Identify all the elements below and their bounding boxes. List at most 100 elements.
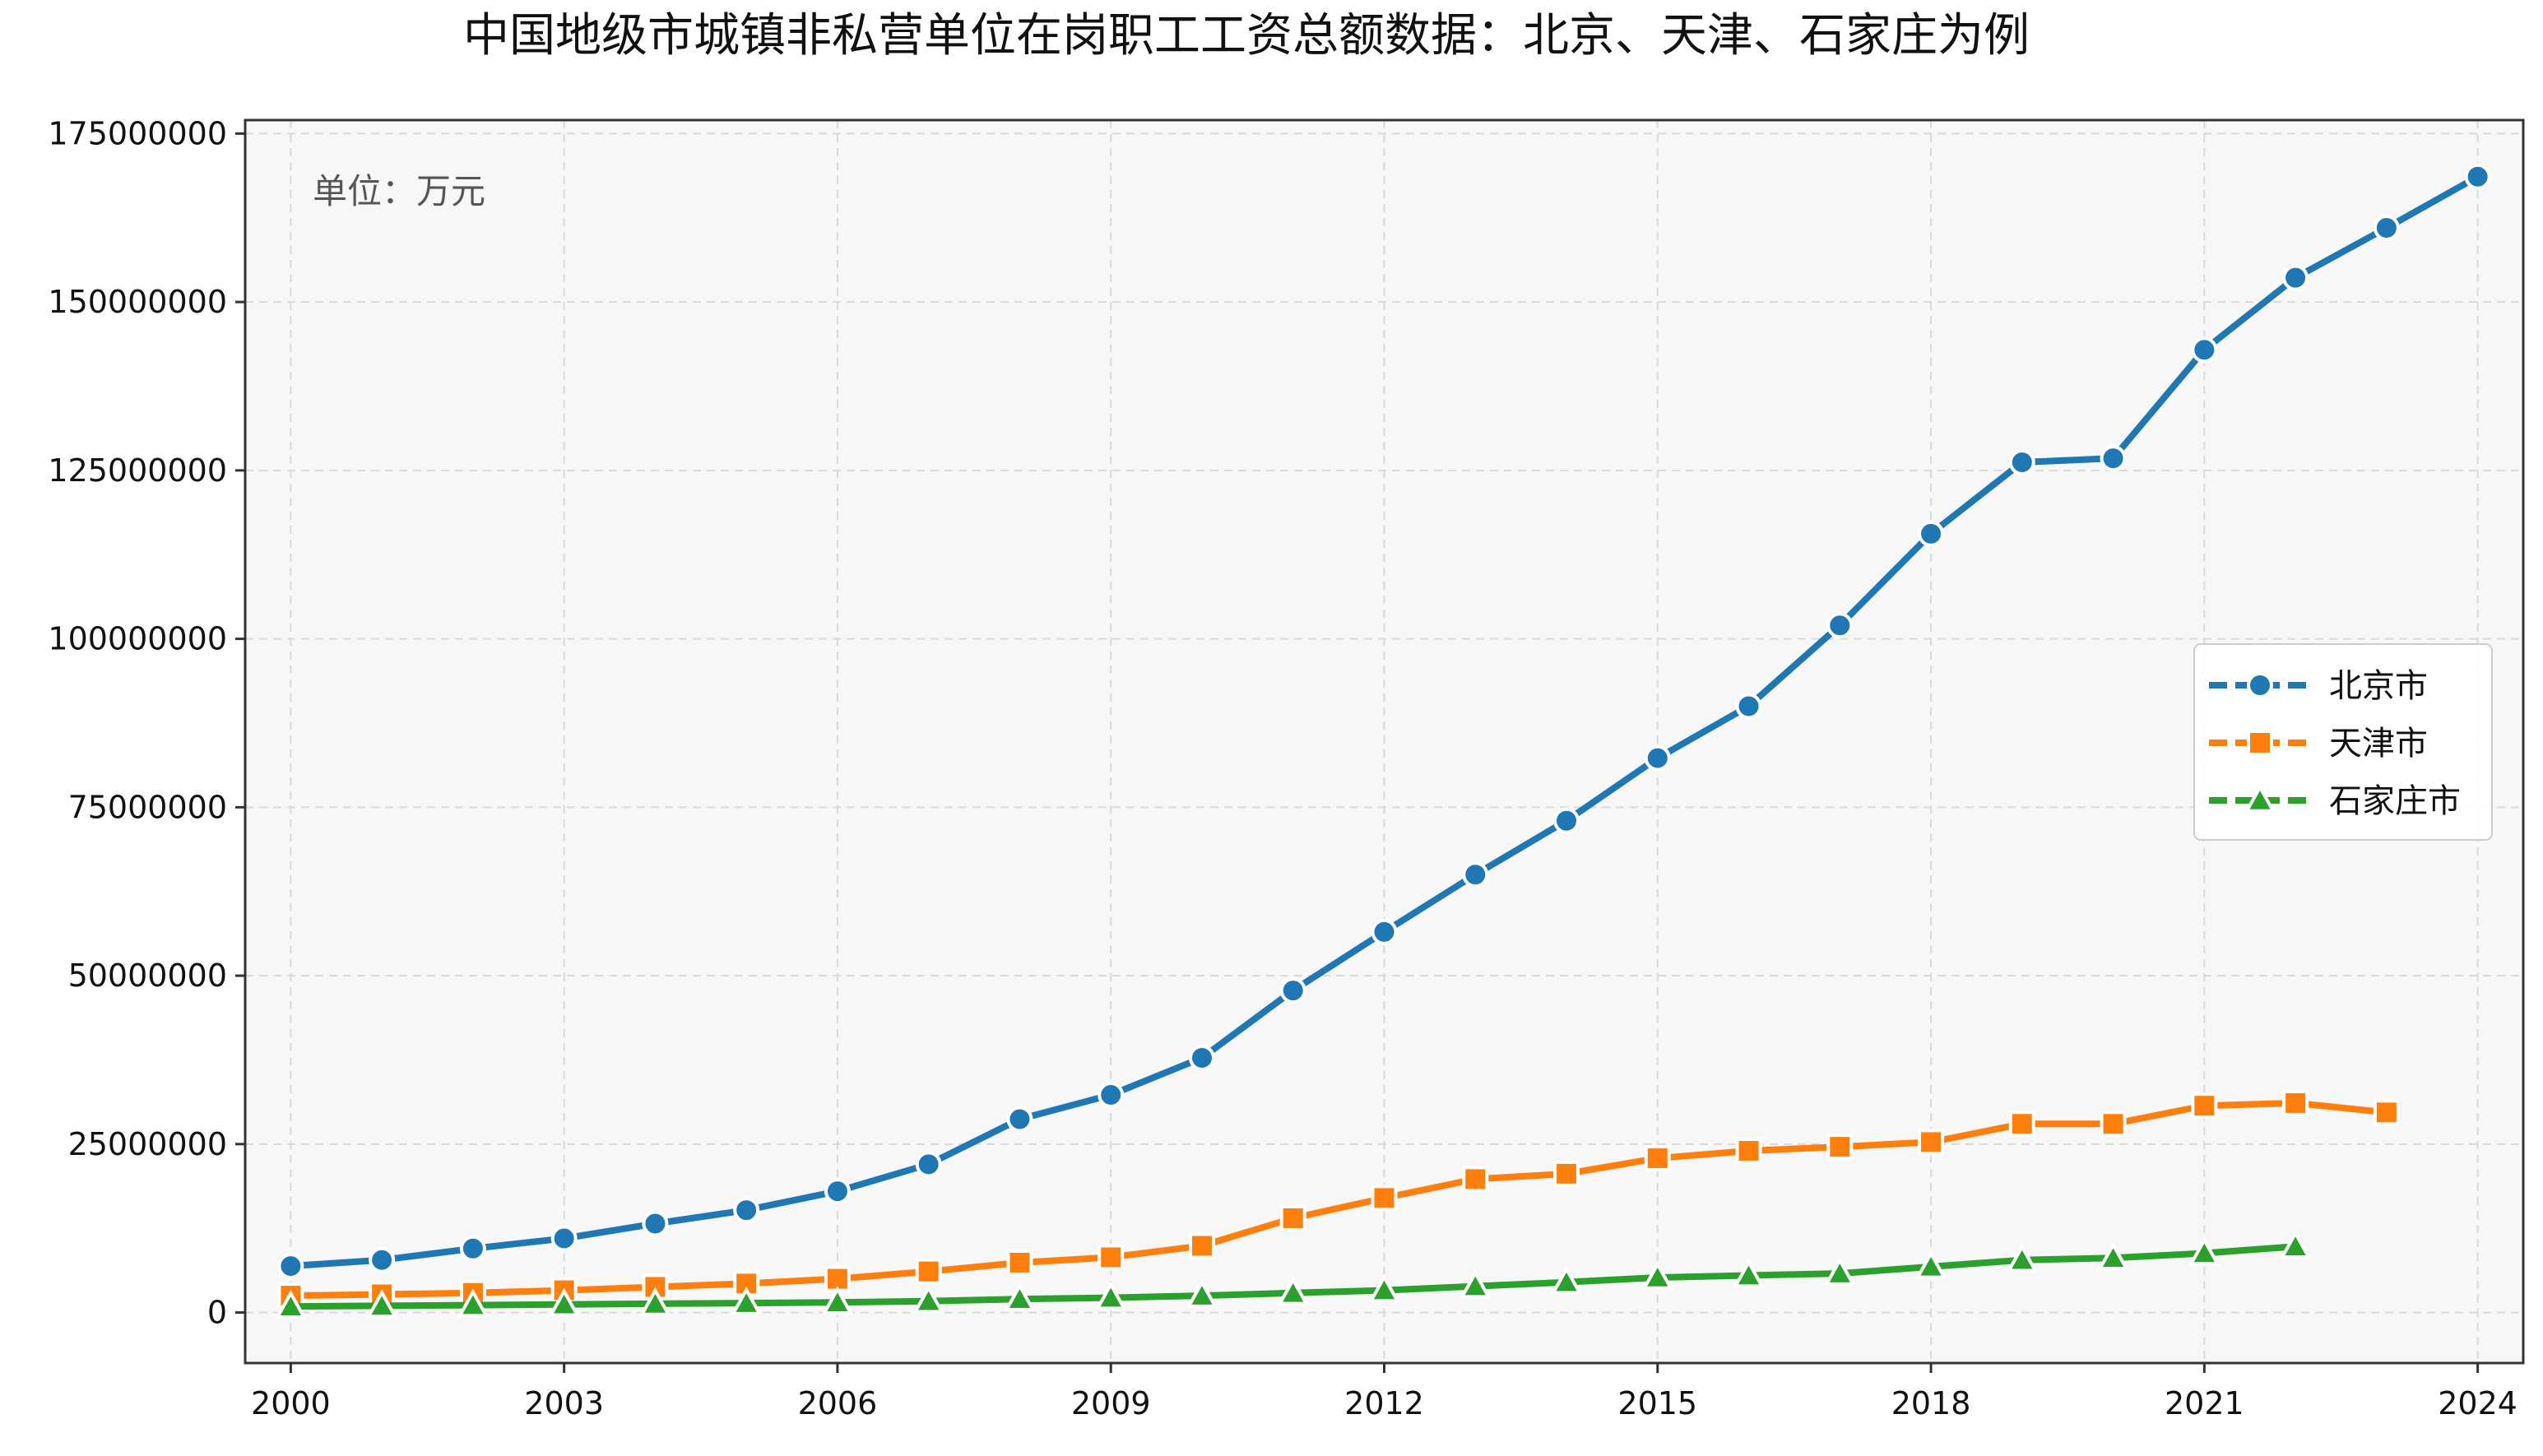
data-point [1188, 1232, 1215, 1259]
data-point [1459, 1269, 1492, 1299]
data-point [1735, 693, 1762, 720]
data-point [1279, 1204, 1306, 1231]
series-1 [277, 163, 2491, 1280]
data-point [642, 1210, 669, 1237]
data-point [1371, 1185, 1398, 1212]
y-tick-label: 75000000 [68, 789, 227, 825]
y-axis-ticks: 0 25000000 50000000 75000000 100000000 125000… [48, 115, 245, 1331]
data-point [2188, 1236, 2220, 1266]
data-point [1462, 861, 1489, 888]
y-tick-label: 0 [207, 1295, 227, 1331]
data-point [2282, 264, 2309, 291]
y-tick-label: 100000000 [48, 621, 227, 657]
data-point [2097, 1241, 2129, 1271]
data-point [459, 1235, 486, 1262]
data-point [2373, 215, 2400, 242]
data-point [730, 1286, 763, 1315]
unit-annotation: 单位：万元 [313, 171, 485, 211]
data-point [642, 1273, 669, 1301]
legend-label: 北京市 [2329, 667, 2428, 705]
data-point [915, 1258, 942, 1285]
data-point [1094, 1281, 1127, 1310]
y-tick-label: 25000000 [68, 1126, 227, 1162]
x-tick-label: 2024 [2438, 1385, 2517, 1421]
data-point [550, 1225, 578, 1252]
data-point [1644, 1145, 1671, 1172]
legend-marker [2244, 783, 2276, 813]
data-point [274, 1290, 307, 1319]
data-point [2282, 1089, 2309, 1116]
legend-marker [2247, 730, 2273, 756]
x-tick-label: 2006 [798, 1385, 878, 1421]
data-point [1188, 1045, 1215, 1072]
x-tick-label: 2009 [1071, 1385, 1151, 1421]
data-point [1550, 1265, 1583, 1295]
data-point [824, 1178, 851, 1205]
series-3 [274, 1230, 2312, 1319]
x-tick-label: 2018 [1891, 1385, 1971, 1421]
data-point [1826, 1134, 1854, 1161]
data-point [821, 1286, 854, 1315]
data-point [639, 1287, 671, 1316]
data-point [1368, 1273, 1400, 1303]
data-point [2191, 336, 2218, 364]
data-point [2279, 1230, 2312, 1259]
data-point [1462, 1166, 1489, 1193]
y-tick-label: 150000000 [48, 284, 227, 320]
data-point [1006, 1249, 1033, 1276]
data-point [2464, 163, 2491, 190]
data-point [2100, 445, 2127, 472]
data-point [733, 1197, 760, 1224]
legend-item: 北京市 [2209, 667, 2428, 705]
series-2 [277, 1089, 2400, 1310]
series-line [287, 1099, 2390, 1300]
data-point [1097, 1082, 1125, 1109]
data-point [1006, 1106, 1033, 1133]
x-tick-label: 2015 [1617, 1385, 1697, 1421]
data-point [1914, 1250, 1947, 1279]
data-point [1553, 807, 1580, 834]
data-point [457, 1288, 490, 1318]
data-point [1371, 918, 1398, 945]
data-point [369, 1246, 396, 1273]
chart-title: 中国地级市城镇非私营单位在岗职工工资总额数据：北京、天津、石家庄为例 [463, 9, 2030, 63]
data-point [1918, 1129, 1945, 1156]
data-point [1553, 1160, 1580, 1187]
y-tick-label: 50000000 [68, 958, 227, 994]
data-point [912, 1284, 945, 1314]
y-tick-label: 175000000 [48, 115, 227, 151]
data-point [1735, 1138, 1762, 1165]
x-axis-ticks: 2000 2003 2006 2009 2012 2015 2018 2021 2024 [251, 1363, 2517, 1421]
data-point [2191, 1092, 2218, 1120]
legend-label: 石家庄市 [2329, 782, 2461, 820]
data-point [915, 1151, 942, 1178]
data-point [1733, 1259, 1765, 1288]
data-point [1644, 744, 1671, 772]
data-point [1279, 977, 1306, 1004]
data-point [2100, 1111, 2127, 1138]
data-point [2373, 1099, 2400, 1126]
data-point [2008, 449, 2035, 476]
data-point [2006, 1243, 2039, 1273]
legend-marker [2247, 672, 2273, 698]
data-point [1277, 1276, 1310, 1305]
data-point [1823, 1256, 1856, 1286]
legend-item: 天津市 [2209, 725, 2428, 763]
y-tick-label: 125000000 [48, 452, 227, 489]
legend-item: 石家庄市 [2209, 782, 2461, 820]
data-point [548, 1287, 581, 1317]
data-point [1097, 1244, 1125, 1271]
x-tick-label: 2000 [251, 1385, 331, 1421]
series-layer [274, 163, 2491, 1319]
data-point [365, 1289, 398, 1319]
data-point [1641, 1260, 1674, 1290]
data-point [2008, 1111, 2035, 1138]
data-point [1918, 520, 1945, 547]
data-point [1186, 1278, 1218, 1308]
x-tick-label: 2003 [524, 1385, 604, 1421]
data-point [1826, 612, 1854, 639]
grid-layer [245, 120, 2523, 1363]
